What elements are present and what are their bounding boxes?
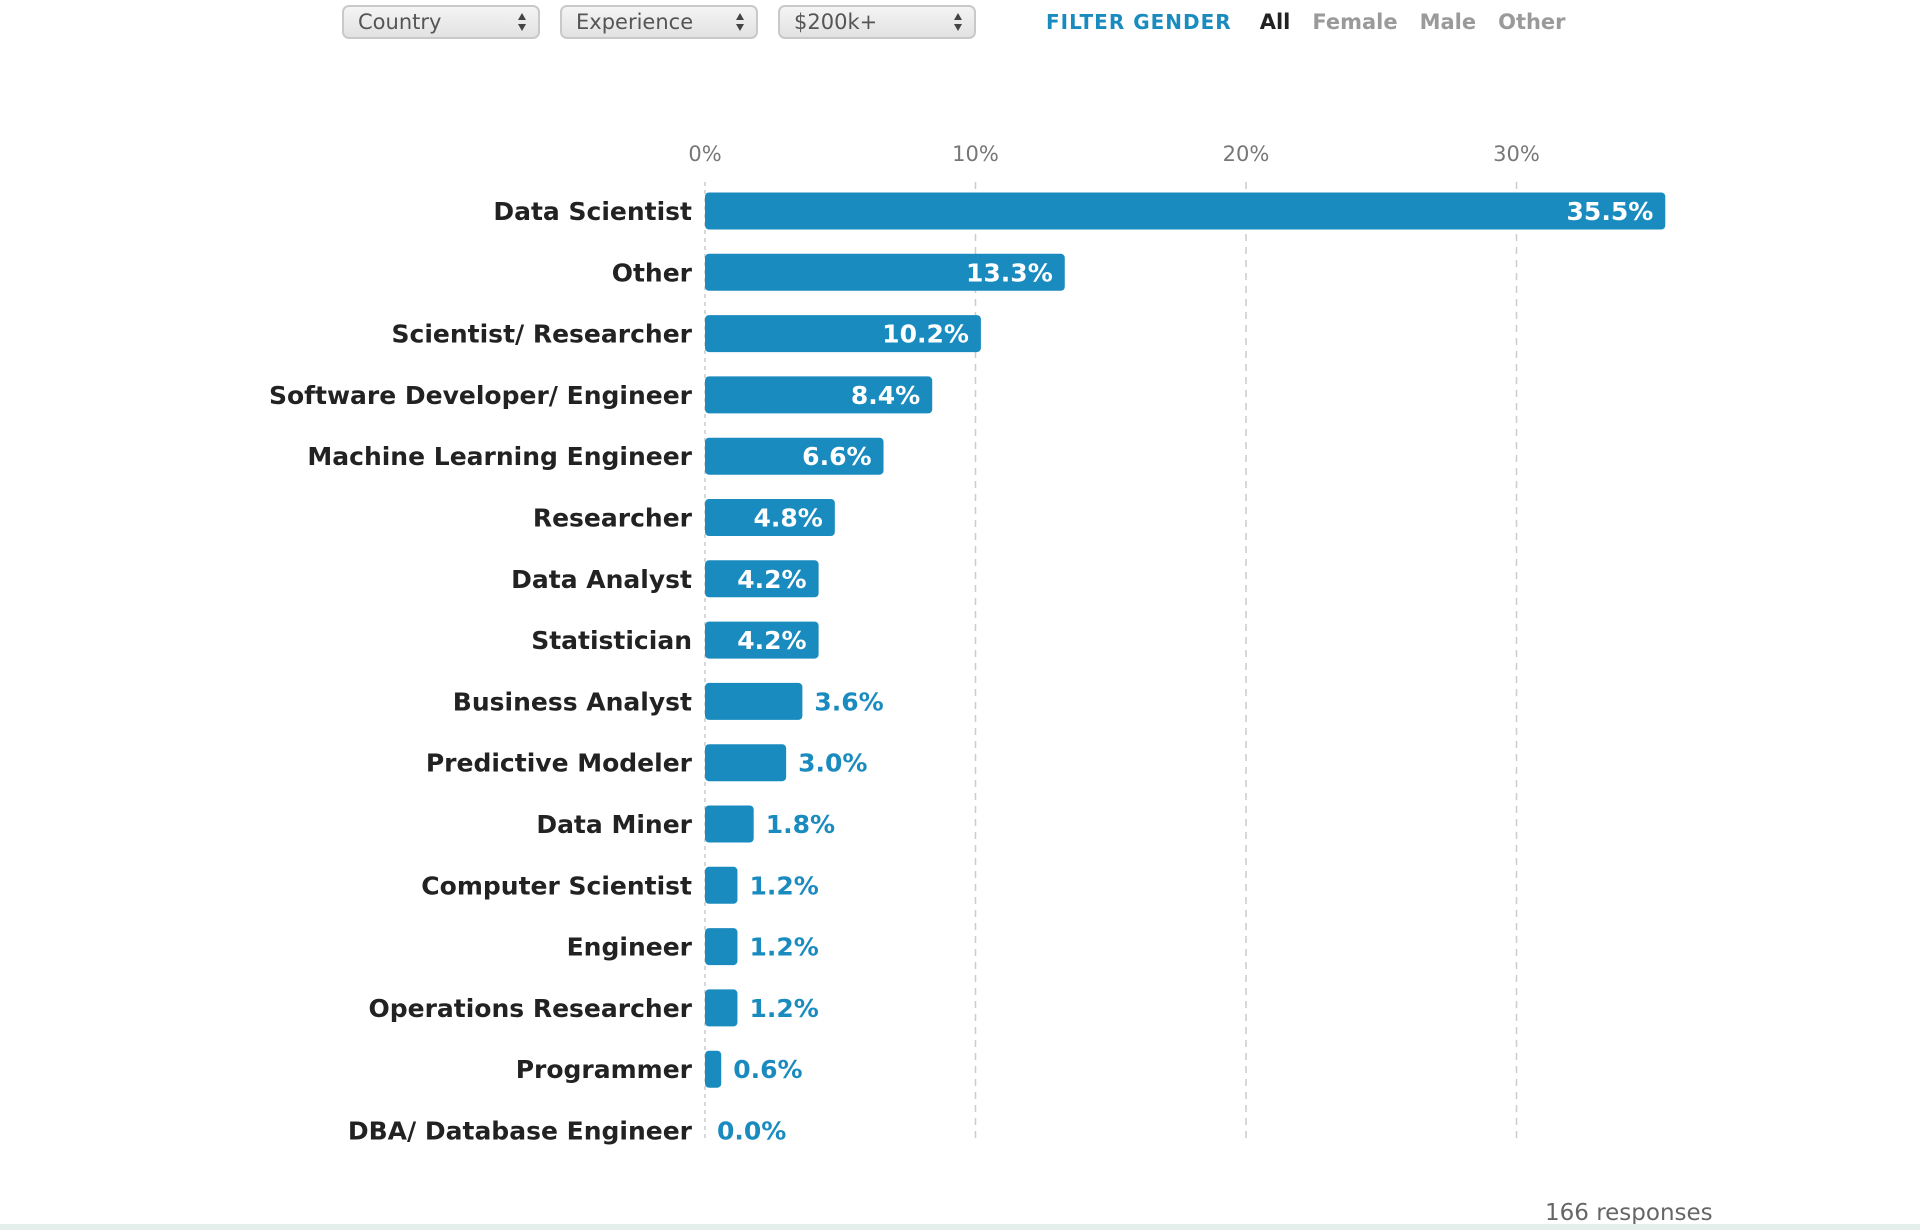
category-label: Software Developer/ Engineer [269,381,693,410]
value-label: 13.3% [966,258,1053,287]
gender-option-female[interactable]: Female [1312,10,1398,34]
bar [705,621,819,659]
bar [705,253,1065,291]
country-select[interactable]: Country [342,5,540,39]
salary-select-value: $200k+ [794,10,878,34]
bottom-band [0,1224,1920,1230]
value-label: 8.4% [851,381,920,410]
bar [705,989,738,1027]
category-label: Statistician [531,626,692,655]
value-label: 10.2% [882,320,969,349]
category-label: Scientist/ Researcher [392,320,693,349]
bar [705,560,819,598]
value-label: 0.0% [717,1117,786,1146]
x-tick-label: 0% [688,142,721,166]
category-label: Operations Researcher [368,994,692,1023]
category-label: Computer Scientist [421,871,692,900]
bar [705,376,933,414]
value-label: 1.8% [766,810,835,839]
category-label: Researcher [533,504,693,533]
bar [705,499,835,536]
value-label: 4.2% [737,565,806,594]
x-tick-label: 10% [952,142,999,166]
value-label: 3.0% [798,749,867,778]
value-label: 4.8% [753,504,822,533]
value-label: 4.2% [737,626,806,655]
gender-option-all[interactable]: All [1259,10,1291,34]
category-label: Business Analyst [453,687,692,716]
gender-option-other[interactable]: Other [1498,10,1566,34]
response-count: 166 responses [1545,1200,1713,1226]
value-label: 3.6% [814,687,883,716]
category-label: Machine Learning Engineer [307,442,692,471]
gender-filter-label: FILTER GENDER [1046,10,1232,34]
select-arrows-icon [954,13,962,31]
value-label: 1.2% [749,994,818,1023]
bar [705,928,738,966]
category-label: Predictive Modeler [426,749,693,778]
gender-option-male[interactable]: Male [1419,10,1477,34]
category-label: Engineer [567,933,693,962]
bar-chart: 0% 10% 20% 30% Data Scientist 35.5% Other 13.3%… [269,142,1666,1146]
value-label: 6.6% [802,442,871,471]
x-tick-label: 30% [1493,142,1540,166]
bar [705,805,754,843]
select-arrows-icon [518,13,526,31]
value-label: 0.6% [733,1055,802,1084]
category-label: Data Miner [536,810,692,839]
value-label: 35.5% [1567,197,1654,226]
category-label: Data Scientist [493,197,692,226]
category-label: Programmer [516,1055,693,1084]
bar [705,315,981,353]
filter-bar: Country Experience $200k+ FILTER GENDER … [342,3,1588,41]
bar [705,437,884,475]
experience-select[interactable]: Experience [560,5,758,39]
bar [705,192,1666,230]
category-label: Data Analyst [511,565,692,594]
x-tick-label: 20% [1223,142,1270,166]
gender-filter: FILTER GENDER All Female Male Other [1046,10,1588,34]
bar [705,744,787,782]
bar [705,1050,722,1088]
select-arrows-icon [736,13,744,31]
experience-select-value: Experience [576,10,694,34]
category-label: DBA/ Database Engineer [348,1117,693,1146]
value-label: 1.2% [749,933,818,962]
bar [705,682,803,720]
salary-select[interactable]: $200k+ [778,5,976,39]
value-label: 1.2% [749,871,818,900]
country-select-value: Country [358,10,442,34]
category-label: Other [612,258,693,287]
bar [705,866,738,904]
